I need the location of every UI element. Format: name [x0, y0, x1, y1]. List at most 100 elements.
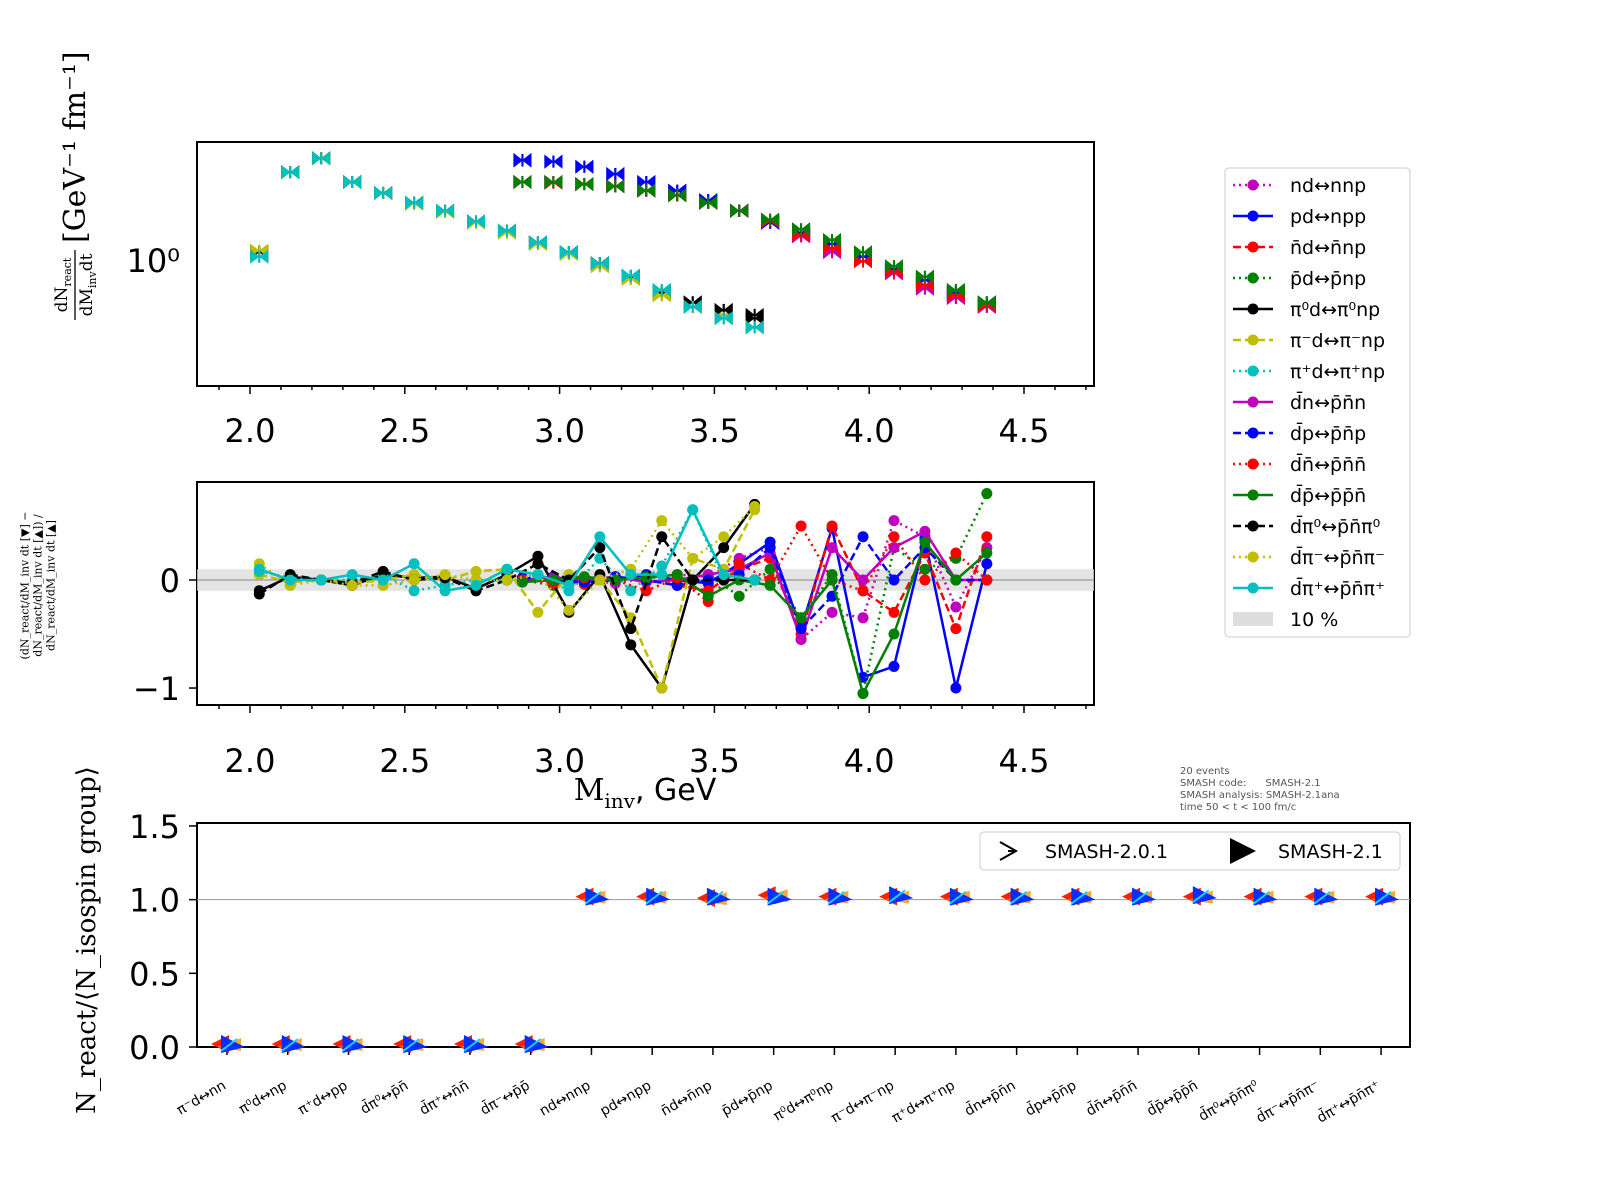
legend-entry: π⁺d↔π⁺np [1290, 361, 1385, 383]
ratio-point [687, 504, 699, 516]
smash-2-1-point [827, 890, 846, 905]
ratio-point [315, 574, 327, 586]
ratio-point [346, 569, 358, 581]
ratio-point [950, 547, 962, 559]
ratio-point [795, 623, 807, 635]
smash-2-1-point [524, 1038, 542, 1052]
info-line: SMASH analysis: SMASH-2.1ana [1180, 790, 1340, 801]
category-label: nd↔nnp [537, 1078, 594, 1120]
legend-marker [1247, 179, 1259, 191]
ratio-point [749, 574, 761, 586]
data-point [467, 214, 486, 229]
bottom-panel [189, 822, 1411, 1055]
smash-2-1-point [889, 886, 914, 905]
ratio-point [718, 569, 730, 581]
data-point [652, 282, 671, 297]
ratio-point [532, 558, 544, 570]
ratio-point [625, 585, 637, 597]
data-point [714, 311, 733, 326]
smash-2-1-point [949, 890, 967, 905]
ratio-point [718, 542, 730, 554]
bottom-ytick-label: 0.0 [129, 1029, 180, 1067]
category-label: π⁺d↔pp [296, 1078, 351, 1119]
data-point [854, 245, 873, 260]
smash-2-1-point [1314, 887, 1339, 906]
ratio-point [795, 633, 807, 645]
ratio-point [888, 628, 900, 640]
data-point [683, 299, 702, 314]
ratio-point [888, 542, 900, 554]
smash-2-1-point [767, 890, 785, 905]
top-ylabel-numerator: dNreact [52, 257, 74, 312]
ratio-point [284, 574, 296, 586]
ratio-point [888, 660, 900, 672]
ratio-panel [189, 481, 1095, 713]
data-point [606, 167, 625, 182]
ratio-point [826, 542, 838, 554]
data-point [312, 151, 331, 166]
ratio-point [439, 585, 451, 597]
ratio-line [258, 505, 756, 613]
ratio-point [981, 488, 993, 500]
ratio-point [253, 563, 265, 575]
series-legend: nd↔nnp pd↔npp n̄d↔n̄np p̄d↔p̄np π⁰d↔π⁰np π⁻d↔… [1224, 167, 1411, 638]
x-tick-label: 4.5 [999, 412, 1050, 450]
legend-entry: d̄p̄↔p̄p̄n̄ [1290, 483, 1366, 507]
legend-entry-smash-2-0-1: SMASH-2.0.1 [1045, 841, 1168, 863]
x-axis-label: Minv, GeV [574, 773, 717, 813]
info-line: 20 events [1180, 766, 1230, 777]
ratio-point [625, 639, 637, 651]
ratio-point [826, 574, 838, 586]
ratio-point [919, 563, 931, 575]
ratio-point [377, 565, 389, 577]
data-point [590, 256, 609, 271]
smash-2-1-point [1132, 887, 1157, 906]
data-point [730, 203, 749, 218]
smash-2-1-point [1192, 886, 1217, 905]
ratio-point [253, 588, 265, 600]
x-tick-label: 2.5 [379, 742, 430, 780]
data-point [544, 154, 563, 169]
category-label: d̄p↔p̄n̄p [1022, 1076, 1080, 1119]
legend-marker [1247, 272, 1259, 284]
category-label: p̄d↔p̄np [719, 1078, 776, 1120]
ratio-point [470, 565, 482, 577]
data-point [575, 177, 594, 192]
category-label: pd↔npp [598, 1078, 655, 1120]
ratio-point [795, 520, 807, 532]
ratio-point [950, 601, 962, 613]
ratio-point [857, 687, 869, 699]
ratio-point [981, 574, 993, 586]
top-ylabel-denominator: dMinvdt [77, 253, 99, 316]
smash-2-1-point [888, 889, 906, 903]
category-label: π⁰d↔np [236, 1078, 289, 1118]
data-point [699, 195, 718, 210]
smash-2-1-point [1010, 887, 1035, 906]
ratio-point [764, 563, 776, 575]
legend-entry: p̄d↔p̄np [1290, 268, 1366, 290]
data-point [792, 222, 811, 237]
smash-2-1-point [706, 890, 724, 905]
ratio-point [501, 574, 513, 586]
bottom-ylabel: N_react/⟨N_isospin group⟩ [72, 766, 102, 1114]
legend-marker [1247, 241, 1259, 253]
x-tick-label: 3.5 [689, 742, 740, 780]
smash-2-1-point [1374, 890, 1392, 905]
ratio-point [919, 536, 931, 548]
smash-2-1-point [584, 890, 603, 905]
category-label: d̄π⁺↔p̄n̄π⁺ [1314, 1076, 1383, 1126]
smash-2-1-point [1313, 890, 1331, 905]
bottom-ytick-label: 0.5 [129, 955, 180, 993]
smash-2-1-point [1192, 889, 1210, 903]
ratio-point [733, 590, 745, 602]
smash-2-1-point [1131, 890, 1149, 905]
ratio-point [532, 550, 544, 562]
data-point [528, 235, 547, 250]
smash-2-1-point [1071, 887, 1096, 906]
category-label: d̄π⁻↔p̄p̄ [477, 1076, 533, 1118]
data-point [946, 282, 965, 297]
category-label: π⁺d↔π⁺np [889, 1078, 958, 1127]
smash-2-1-point [1070, 890, 1088, 905]
legend-marker [1247, 427, 1259, 439]
